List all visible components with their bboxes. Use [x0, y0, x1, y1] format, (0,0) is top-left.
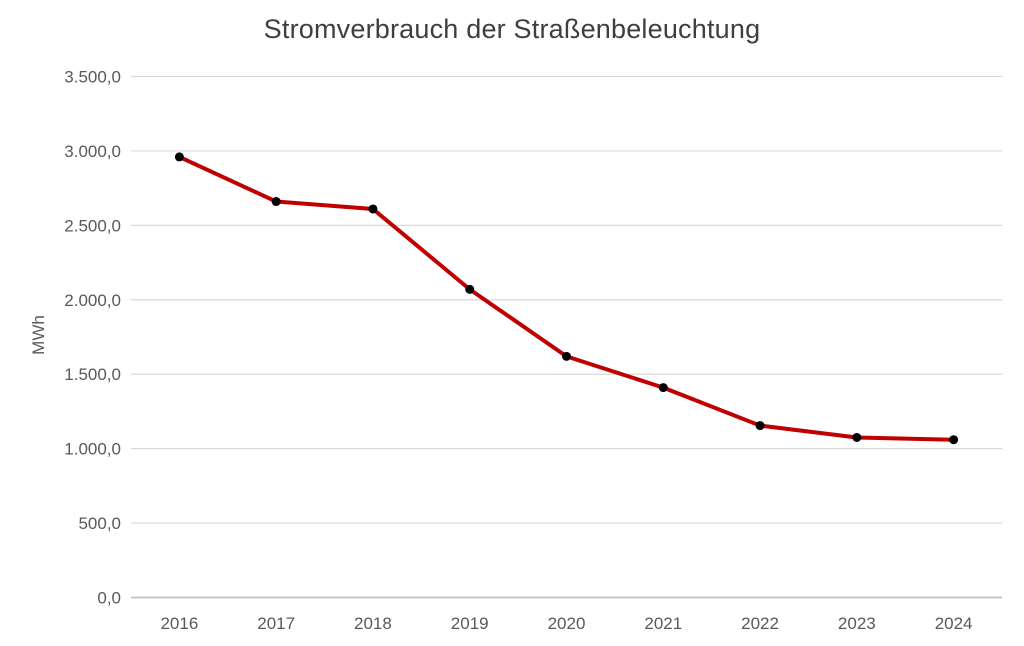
chart-title: Stromverbrauch der Straßenbeleuchtung — [263, 14, 761, 44]
x-tick-label: 2018 — [354, 614, 392, 633]
x-tick-label: 2016 — [160, 614, 198, 633]
data-point-marker — [562, 351, 571, 361]
data-point-marker — [271, 197, 281, 207]
x-tick-label: 2024 — [935, 614, 973, 633]
data-point-marker — [368, 204, 378, 214]
data-point-marker — [949, 435, 959, 445]
x-tick-label: 2020 — [548, 614, 586, 633]
x-tick-label: 2017 — [257, 614, 295, 633]
data-point-marker — [755, 421, 765, 431]
data-point-marker — [658, 383, 668, 393]
y-tick-label: 2.500,0 — [64, 216, 121, 235]
y-tick-label: 500,0 — [78, 514, 121, 533]
y-tick-label: 1.500,0 — [64, 365, 121, 384]
y-tick-label: 1.000,0 — [64, 440, 121, 459]
x-tick-label: 2023 — [838, 614, 876, 633]
data-point-marker — [852, 432, 862, 442]
y-tick-label: 3.000,0 — [64, 142, 121, 161]
data-point-marker — [465, 284, 475, 294]
y-tick-label: 2.000,0 — [64, 291, 121, 310]
x-tick-label: 2019 — [451, 614, 489, 633]
series-line — [177, 154, 956, 442]
y-axis-title: MWh — [29, 315, 48, 355]
y-tick-label: 3.500,0 — [64, 68, 121, 87]
x-tick-label: 2021 — [644, 614, 682, 633]
data-point-marker — [174, 152, 184, 162]
y-tick-label: 0,0 — [97, 589, 121, 608]
x-tick-label: 2022 — [741, 614, 779, 633]
